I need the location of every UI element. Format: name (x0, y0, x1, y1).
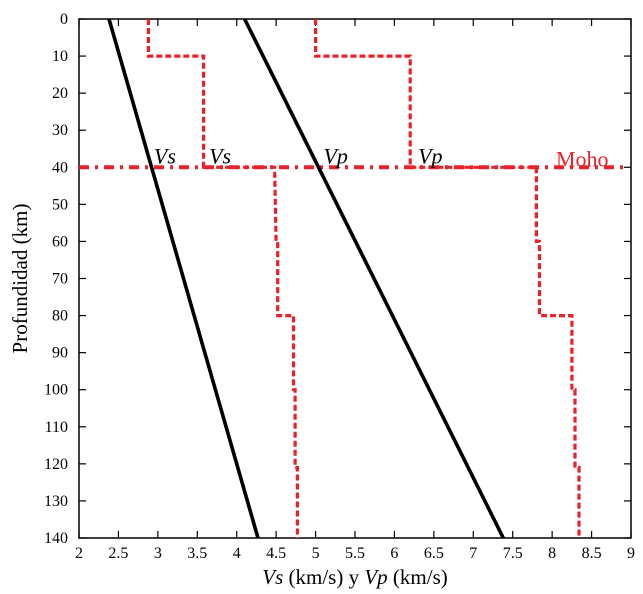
y-tick-label: 110 (45, 419, 68, 436)
series-annotation: Vp (323, 144, 347, 169)
y-tick-label: 60 (52, 233, 68, 250)
x-tick-label: 7.5 (503, 545, 523, 562)
x-axis-title-vp: Vp (364, 565, 387, 589)
x-tick-label: 5 (312, 545, 320, 562)
y-tick-label: 20 (52, 85, 68, 102)
x-tick-label: 9 (627, 545, 635, 562)
y-tick-label: 120 (44, 456, 68, 473)
annotations-group: Vs Vs Vp Vp (154, 144, 443, 169)
x-axis-title: Vs (km/s) y Vp (km/s) (262, 565, 447, 589)
x-tick-label: 4 (233, 545, 241, 562)
y-tick-label: 90 (52, 345, 68, 362)
y-tick-label: 50 (52, 196, 68, 213)
series-annotation: Vp (418, 144, 442, 169)
x-tick-label: 4.5 (266, 545, 286, 562)
moho-label: Moho (556, 146, 609, 171)
x-tick-label: 8 (548, 545, 556, 562)
x-tick-label: 7 (469, 545, 477, 562)
y-tick-label: 10 (52, 48, 68, 65)
x-tick-label: 2 (75, 545, 83, 562)
black-solid-series-0 (107, 18, 260, 539)
black-solid-series-1 (242, 18, 505, 539)
y-tick-label: 80 (52, 308, 68, 325)
x-tick-label: 3.5 (187, 545, 207, 562)
y-tick-label: 130 (44, 493, 68, 510)
y-tick-label: 100 (44, 382, 68, 399)
x-tick-label: 2.5 (108, 545, 128, 562)
series-annotation: Vs (154, 144, 176, 169)
series-annotation: Vs (209, 144, 231, 169)
series-group (107, 18, 581, 539)
x-axis-title-unit2: (km/s) (388, 565, 448, 589)
y-tick-label: 30 (52, 122, 68, 139)
red-dashed-series-3 (314, 19, 581, 538)
x-tick-label: 3 (154, 545, 162, 562)
y-tick-label: 140 (44, 530, 68, 547)
x-axis-title-unit1: (km/s) y (283, 565, 364, 589)
red-dashed-series-2 (146, 19, 299, 538)
x-tick-label: 5.5 (345, 545, 365, 562)
axis-ticks: 2 2.5 3 3.5 4 4.5 5 5.5 6 6.5 7 7.5 8 8.5 901020304050… (44, 11, 635, 562)
x-tick-label: 6.5 (424, 545, 444, 562)
x-tick-label: 6 (390, 545, 398, 562)
x-tick-label: 8.5 (582, 545, 602, 562)
y-axis-title: Profundidad (km) (8, 204, 32, 354)
y-tick-label: 70 (52, 271, 68, 288)
x-axis-title-vs: Vs (262, 565, 283, 589)
y-tick-label: 0 (60, 11, 68, 28)
y-tick-label: 40 (52, 159, 68, 176)
plot-frame (78, 18, 632, 539)
